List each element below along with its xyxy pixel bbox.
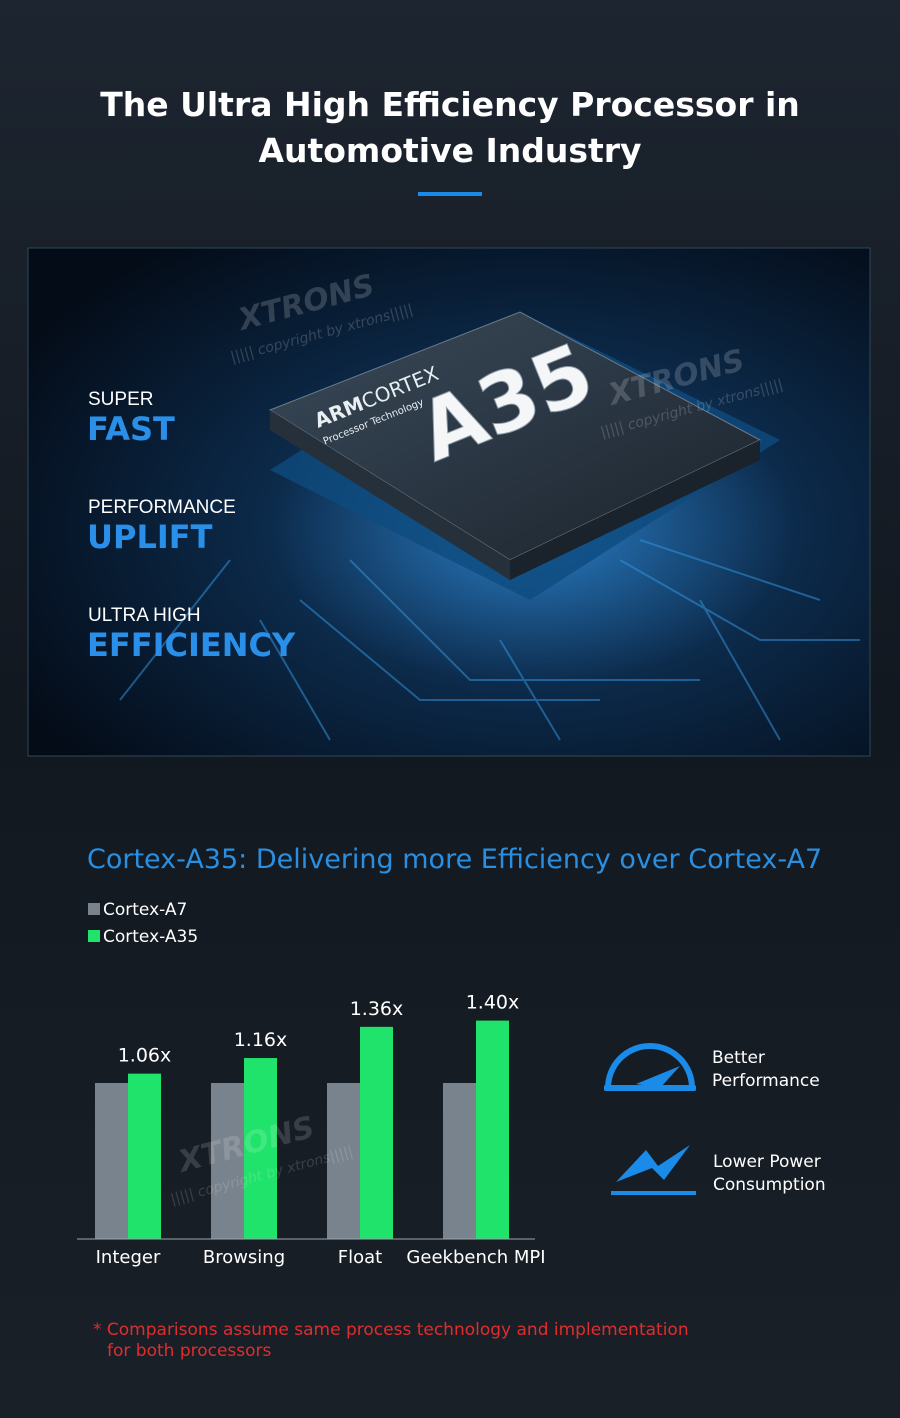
circuit	[119, 539, 860, 741]
x-tick-label: Float	[338, 1247, 382, 1268]
bar	[360, 1026, 393, 1239]
footnote: * Comparisons assume same process techno…	[93, 1320, 689, 1340]
chip-side	[510, 440, 760, 580]
page-title: Automotive Industry	[258, 131, 641, 170]
bar	[443, 1083, 476, 1239]
bar	[211, 1083, 244, 1239]
chip-side	[270, 410, 510, 580]
x-tick-label: Integer	[96, 1247, 161, 1268]
bar	[327, 1083, 360, 1239]
benefit-text: Better	[712, 1048, 765, 1068]
legend-label: Cortex-A35	[103, 927, 198, 947]
value-label: 1.40x	[466, 992, 520, 1014]
benefit-text: Lower Power	[713, 1152, 821, 1172]
feature-big: EFFICIENCY	[87, 626, 296, 664]
bar	[95, 1083, 128, 1239]
bar	[244, 1058, 277, 1239]
legend-label: Cortex-A7	[103, 900, 187, 920]
benefit-text: Consumption	[713, 1175, 826, 1195]
x-tick-label: Geekbench MPI	[406, 1247, 545, 1268]
feature-small: ULTRA HIGH	[88, 605, 201, 626]
feature-small: PERFORMANCE	[88, 497, 236, 518]
banner: ARMCORTEX Processor Technology A35 XTRON…	[27, 247, 871, 757]
bar	[476, 1020, 509, 1239]
x-tick-label: Browsing	[203, 1247, 285, 1268]
value-label: 1.36x	[350, 998, 404, 1020]
value-label: 1.06x	[118, 1045, 172, 1067]
benefit-icon	[611, 1145, 696, 1195]
feature-big: UPLIFT	[87, 518, 213, 556]
benefit-text: Performance	[712, 1071, 820, 1091]
footnote: for both processors	[107, 1341, 272, 1361]
chart-title: Cortex-A35: Delivering more Efficiency o…	[87, 844, 822, 875]
legend-swatch	[88, 930, 100, 942]
page-title: The Ultra High Efficiency Processor in	[100, 85, 800, 124]
feature-big: FAST	[87, 410, 175, 448]
value-label: 1.16x	[234, 1029, 288, 1051]
bar	[128, 1073, 161, 1239]
feature-small: SUPER	[88, 389, 153, 410]
title-underline	[418, 192, 482, 196]
benefit-icon	[604, 1043, 696, 1091]
legend-swatch	[88, 903, 100, 915]
